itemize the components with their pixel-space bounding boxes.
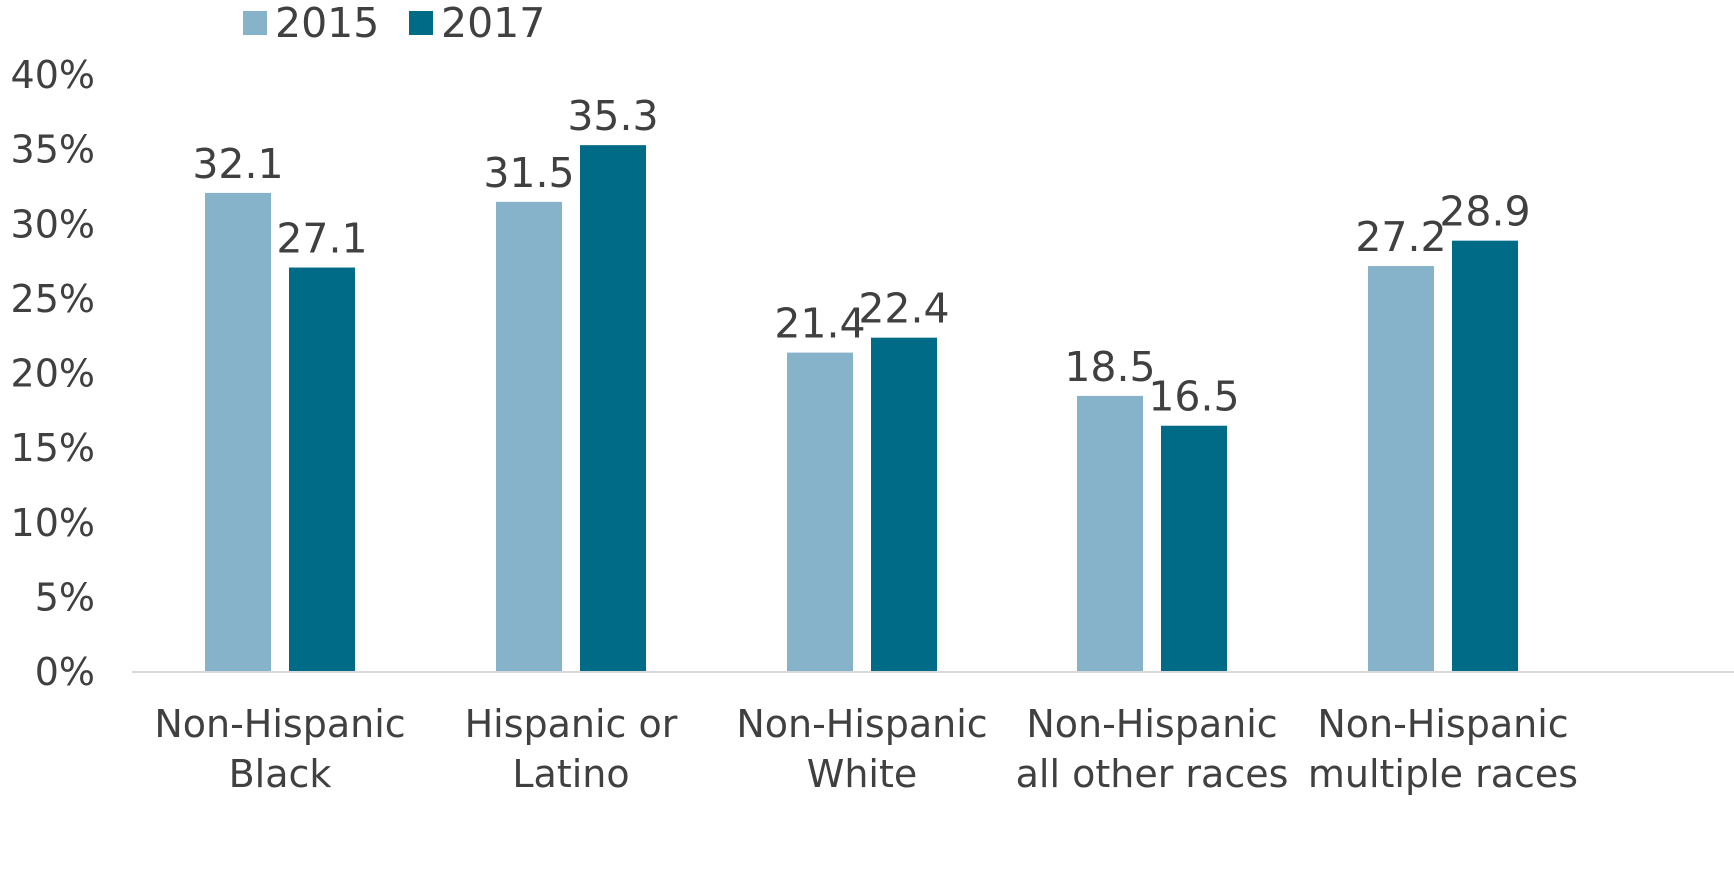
data-label: 27.2 (1355, 213, 1446, 261)
y-tick-label: 30% (11, 202, 95, 246)
bars (205, 145, 1518, 673)
bar-2015 (1368, 266, 1434, 672)
data-label: 22.4 (858, 285, 949, 333)
legend-label-2017: 2017 (441, 0, 545, 47)
bar-2017 (580, 145, 646, 672)
data-label: 16.5 (1148, 373, 1239, 421)
x-axis: Non-Hispanic Black Hispanic or Latino Non-Hi… (154, 702, 1578, 796)
data-label: 35.3 (567, 92, 658, 140)
data-label: 21.4 (774, 300, 865, 348)
data-label: 27.1 (276, 215, 367, 263)
legend-swatch-2015 (243, 11, 267, 35)
bar-2015 (496, 201, 562, 673)
bar-2017 (1161, 425, 1227, 672)
data-label: 32.1 (192, 140, 283, 188)
y-tick-label: 15% (11, 426, 95, 470)
legend-label-2015: 2015 (275, 0, 379, 47)
y-tick-label: 40% (11, 53, 95, 97)
bar-2017 (289, 267, 355, 672)
category-label: Non-Hispanic White (736, 702, 987, 796)
y-tick-label: 20% (11, 352, 95, 396)
data-label: 28.9 (1439, 188, 1530, 236)
y-tick-label: 10% (11, 501, 95, 545)
bar-2017 (871, 337, 937, 672)
data-label: 31.5 (483, 149, 574, 197)
y-tick-label: 25% (11, 277, 95, 321)
y-tick-label: 35% (11, 128, 95, 172)
bar-2017 (1452, 240, 1518, 673)
legend: 2015 2017 (243, 0, 545, 47)
data-labels: 32.1 31.5 21.4 18.5 27.2 27.1 35.3 22.4 16.5 28.9 (192, 92, 1530, 421)
y-tick-label: 0% (35, 650, 95, 694)
legend-swatch-2017 (409, 11, 433, 35)
category-label: Hispanic or Latino (465, 702, 678, 796)
category-label: Non-Hispanic Black (154, 702, 405, 796)
data-label: 18.5 (1064, 343, 1155, 391)
y-axis: 0% 5% 10% 15% 20% 25% 30% 35% 40% (11, 53, 95, 694)
bar-2015 (1077, 395, 1143, 672)
bar-2015 (205, 192, 271, 672)
category-label: Non-Hispanic multiple races (1308, 702, 1578, 796)
category-label: Non-Hispanic all other races (1016, 702, 1289, 796)
y-tick-label: 5% (35, 575, 95, 619)
bar-2015 (787, 352, 853, 672)
